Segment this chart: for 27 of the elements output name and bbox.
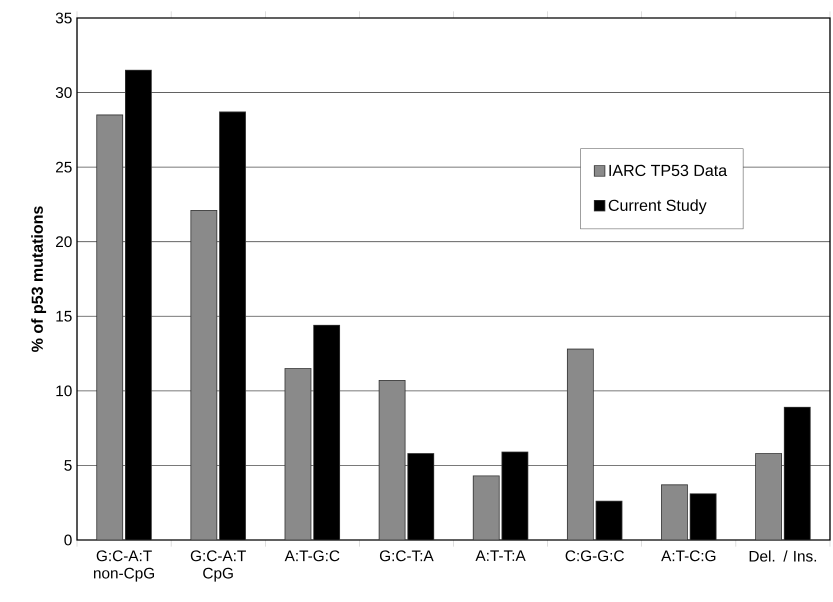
legend-label: IARC TP53 Data: [609, 164, 728, 176]
y-tick-label: 0: [64, 534, 72, 546]
bar: [472, 475, 500, 540]
y-tick-label: 5: [64, 460, 72, 471]
bar: [755, 453, 782, 540]
y-tick-label: 35: [56, 12, 72, 24]
y-axis-title: % of p53 mutations: [31, 206, 46, 352]
x-tick-label: C:G-G:C: [566, 550, 624, 562]
y-tick-label: 25: [56, 162, 72, 173]
y-tick-label: 20: [56, 236, 72, 248]
legend-label: Current Study: [608, 199, 707, 214]
x-tick-label: G:C-T:A: [380, 550, 434, 562]
y-tick-label: 15: [56, 310, 72, 322]
bar: [661, 484, 688, 540]
x-tick-label: A:T-T:A: [475, 550, 526, 561]
x-tick-label: G:C-A:T CpG: [190, 550, 246, 582]
x-tick-label: A:T-G:C: [284, 550, 340, 562]
bar: [284, 368, 312, 540]
bar: [96, 114, 124, 540]
y-tick-label: 30: [56, 87, 72, 98]
y-tick-label: 10: [56, 385, 72, 396]
x-tick-label: A:T-C:G: [661, 550, 716, 562]
bar: [190, 210, 218, 540]
bar: [566, 348, 594, 540]
x-tick-label: G:C-A:T non-CpG: [94, 550, 154, 582]
x-tick-label: Del. / Ins.: [750, 550, 816, 562]
bar: [378, 380, 406, 540]
